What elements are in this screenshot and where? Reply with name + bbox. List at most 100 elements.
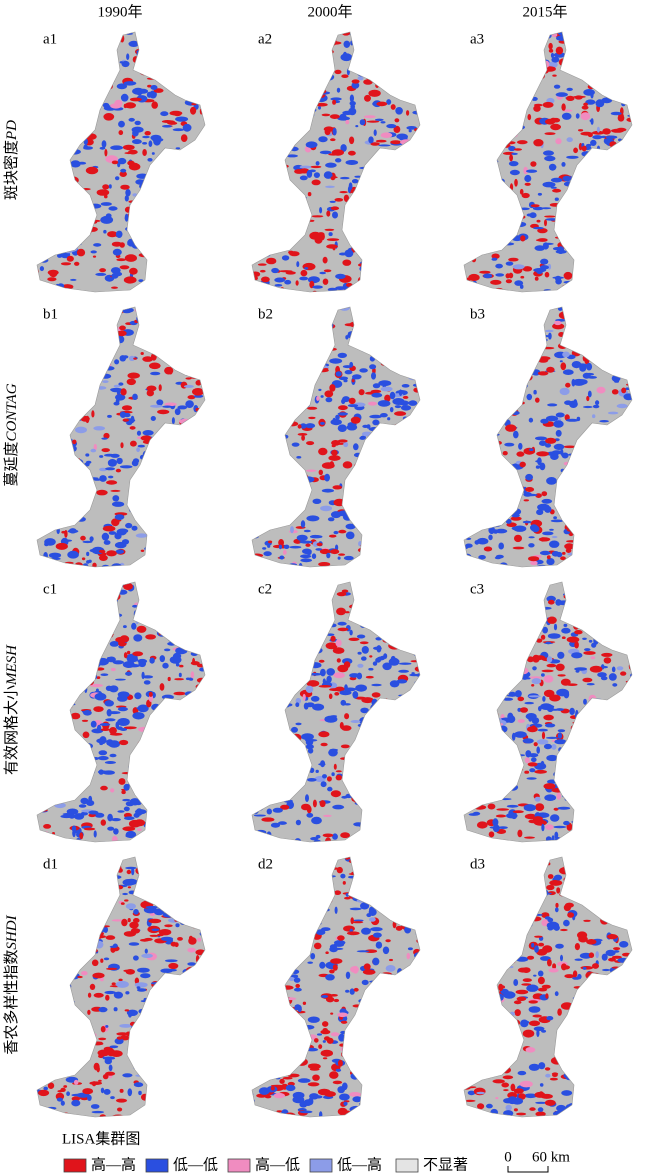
cluster-patch — [276, 240, 290, 248]
cluster-patch — [390, 140, 402, 145]
cluster-patch — [357, 733, 366, 739]
cluster-patch — [330, 138, 336, 142]
cluster-patch — [408, 286, 419, 292]
cluster-patch — [252, 172, 255, 177]
cluster-patch — [371, 784, 375, 788]
cluster-patch — [181, 235, 192, 244]
cluster-patch — [62, 716, 67, 720]
cluster-patch — [83, 144, 88, 150]
region-outline — [36, 581, 206, 843]
cluster-patch — [387, 85, 394, 90]
cluster-patch — [115, 230, 123, 238]
cluster-patch — [37, 334, 47, 341]
cluster-patch — [312, 285, 323, 289]
cluster-patch — [480, 405, 485, 410]
cluster-patch — [321, 37, 326, 41]
cluster-patch — [535, 803, 545, 811]
cluster-patch — [620, 671, 627, 676]
cluster-patch — [617, 519, 629, 523]
cluster-patch — [513, 636, 517, 643]
cluster-patch — [69, 183, 79, 190]
cluster-patch — [588, 734, 593, 737]
cluster-patch — [583, 797, 589, 804]
cluster-patch — [94, 621, 105, 626]
cluster-patch — [574, 200, 582, 208]
cluster-patch — [394, 590, 407, 596]
cluster-patch — [614, 586, 626, 595]
cluster-patch — [323, 323, 336, 329]
cluster-patch — [177, 202, 189, 207]
cluster-patch — [287, 104, 296, 112]
cluster-patch — [180, 1080, 190, 1084]
cluster-patch — [601, 705, 612, 709]
cluster-patch — [273, 564, 285, 567]
cluster-patch — [81, 589, 91, 597]
cluster-patch — [146, 592, 153, 597]
cluster-patch — [253, 794, 265, 799]
cluster-patch — [88, 648, 99, 653]
cluster-patch — [551, 32, 558, 38]
cluster-patch — [101, 319, 110, 322]
cluster-patch — [468, 442, 480, 449]
cluster-patch — [136, 173, 149, 179]
cluster-patch — [37, 333, 39, 338]
cluster-patch — [173, 364, 185, 369]
cluster-patch — [148, 140, 153, 147]
cluster-patch — [585, 254, 593, 259]
cluster-patch — [352, 374, 362, 380]
cluster-patch — [164, 959, 178, 963]
cluster-patch — [373, 736, 378, 744]
cluster-patch — [600, 224, 605, 233]
cluster-patch — [207, 549, 210, 553]
cluster-patch — [629, 139, 632, 143]
cluster-patch — [557, 729, 566, 733]
row-label-metric: SHDI — [4, 914, 20, 949]
cluster-patch — [536, 451, 549, 457]
cluster-patch — [143, 610, 156, 614]
cluster-patch — [148, 841, 159, 842]
cluster-patch — [569, 741, 575, 745]
cluster-patch — [292, 338, 297, 345]
cluster-patch — [327, 517, 335, 522]
cluster-patch — [204, 469, 205, 475]
cluster-patch — [150, 371, 161, 376]
cluster-patch — [535, 465, 540, 469]
cluster-patch — [73, 655, 82, 660]
cluster-patch — [476, 821, 488, 829]
cluster-patch — [593, 44, 605, 51]
cluster-patch — [620, 840, 626, 842]
cluster-patch — [263, 57, 268, 64]
region-base — [37, 307, 205, 567]
cluster-patch — [261, 795, 268, 800]
cluster-patch — [495, 263, 503, 269]
cluster-patch — [538, 537, 551, 542]
cluster-patch — [332, 833, 338, 840]
cluster-patch — [407, 700, 415, 704]
cluster-patch — [342, 259, 352, 266]
cluster-patch — [598, 355, 610, 359]
cluster-patch — [301, 106, 313, 110]
cluster-patch — [365, 32, 373, 38]
cluster-patch — [101, 140, 107, 148]
cluster-patch — [173, 74, 179, 80]
map-panel — [251, 306, 421, 568]
cluster-patch — [352, 32, 365, 36]
cluster-patch — [591, 777, 597, 785]
cluster-patch — [360, 544, 369, 547]
cluster-patch — [171, 75, 184, 81]
cluster-patch — [541, 32, 552, 39]
cluster-patch — [168, 560, 180, 564]
cluster-patch — [587, 276, 598, 283]
cluster-patch — [627, 67, 632, 72]
cluster-patch — [545, 218, 559, 221]
cluster-patch — [342, 461, 353, 469]
cluster-patch — [160, 832, 170, 836]
cluster-patch — [574, 780, 579, 784]
cluster-patch — [38, 245, 46, 250]
cluster-patch — [52, 132, 61, 140]
region-base — [37, 582, 205, 842]
cluster-patch — [608, 505, 620, 508]
cluster-patch — [205, 78, 212, 83]
cluster-patch — [198, 36, 205, 40]
cluster-patch — [605, 584, 614, 589]
